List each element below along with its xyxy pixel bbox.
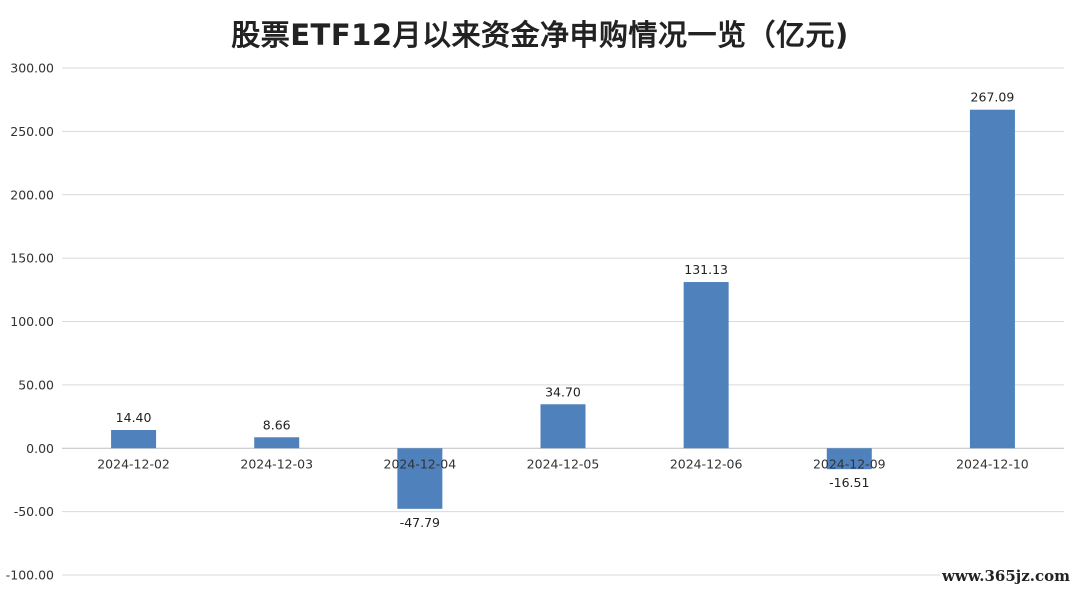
data-label: 267.09 xyxy=(971,90,1015,105)
watermark: www.365jz.com xyxy=(940,567,1072,585)
data-label: -47.79 xyxy=(400,515,440,530)
data-label: 8.66 xyxy=(263,417,291,432)
y-axis-ticks: -100.00 -50.00 0.00 50.00 100.00 150.00 200.00… xyxy=(6,61,54,583)
bar xyxy=(397,448,443,509)
bar xyxy=(826,448,872,470)
y-tick-label: 0.00 xyxy=(26,441,54,456)
data-label: 131.13 xyxy=(684,262,728,277)
bar xyxy=(111,429,157,449)
x-tick-label: 2024-12-02 xyxy=(97,456,170,471)
y-tick-label: 300.00 xyxy=(10,61,54,76)
data-label: 34.70 xyxy=(545,384,581,399)
data-label: 14.40 xyxy=(116,410,152,425)
x-tick-label: 2024-12-09 xyxy=(813,456,886,471)
bar xyxy=(969,109,1015,449)
y-tick-label: 200.00 xyxy=(10,187,54,202)
y-tick-label: -50.00 xyxy=(14,504,54,519)
gridlines xyxy=(62,67,1064,576)
chart-title: 股票ETF12月以来资金净申购情况一览（亿元) xyxy=(231,18,849,52)
x-tick-label: 2024-12-03 xyxy=(240,456,313,471)
x-tick-label: 2024-12-10 xyxy=(956,456,1029,471)
x-axis-ticks: 2024-12-02 2024-12-03 2024-12-04 2024-12-05… xyxy=(97,456,1029,471)
x-tick-label: 2024-12-05 xyxy=(527,456,600,471)
bars xyxy=(111,109,1015,509)
x-tick-label: 2024-12-06 xyxy=(670,456,743,471)
bar xyxy=(683,282,729,449)
y-tick-label: -100.00 xyxy=(6,568,54,583)
bar xyxy=(254,437,300,449)
data-labels: 14.40 8.66 -47.79 34.70 131.13 -16.51 267.09 xyxy=(116,90,1015,530)
y-tick-label: 150.00 xyxy=(10,251,54,266)
x-tick-label: 2024-12-04 xyxy=(384,456,457,471)
data-label: -16.51 xyxy=(829,475,869,490)
y-tick-label: 50.00 xyxy=(18,377,54,392)
y-tick-label: 100.00 xyxy=(10,314,54,329)
bar xyxy=(540,404,586,449)
y-tick-label: 250.00 xyxy=(10,124,54,139)
